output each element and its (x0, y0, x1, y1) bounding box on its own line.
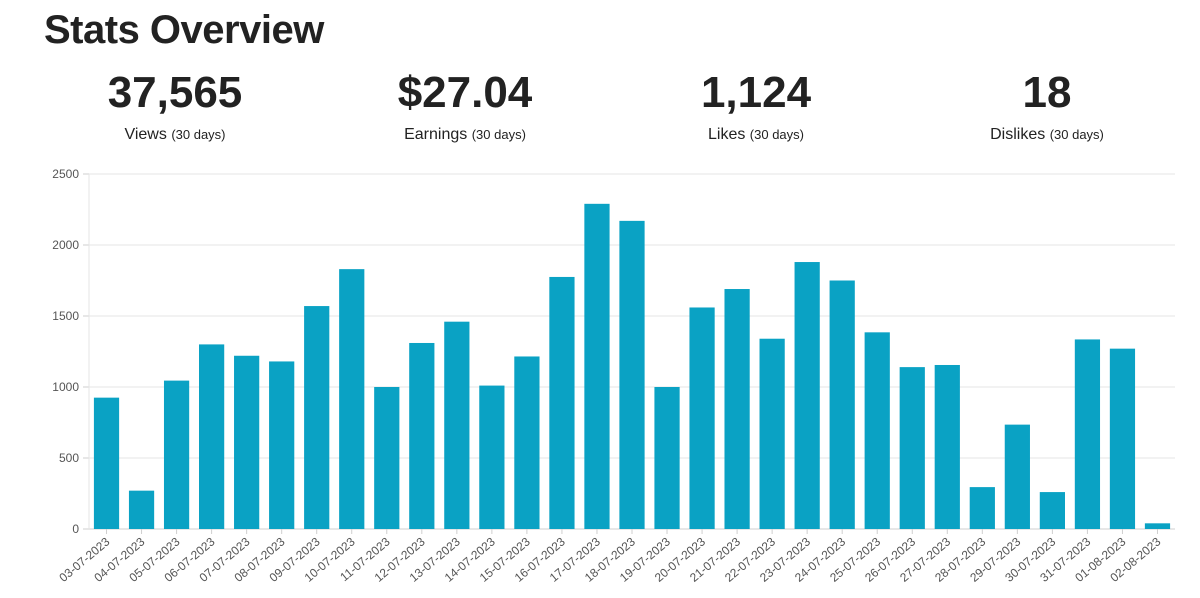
bar-27-07-2023 (934, 364, 960, 529)
stat-views: 37,565 Views (30 days) (45, 68, 305, 144)
bar-17-07-2023 (584, 203, 610, 529)
page-title: Stats Overview (44, 8, 324, 52)
bar-25-07-2023 (864, 332, 890, 529)
bar-07-07-2023 (234, 355, 260, 529)
bar-29-07-2023 (1004, 424, 1030, 529)
bar-01-08-2023 (1109, 348, 1136, 529)
stat-dislikes-value: 18 (1022, 68, 1072, 117)
bar-02-08-2023 (1144, 523, 1171, 529)
bar-21-07-2023 (724, 289, 750, 529)
bar-03-07-2023 (93, 397, 120, 529)
bar-19-07-2023 (654, 387, 680, 529)
stat-earnings: $27.04 Earnings (30 days) (335, 68, 595, 144)
bar-15-07-2023 (514, 356, 540, 529)
stat-dislikes: 18 Dislikes (30 days) (917, 68, 1177, 144)
stat-likes-value: 1,124 (700, 68, 812, 117)
bar-30-07-2023 (1039, 492, 1065, 529)
stat-earnings-label: Earnings (30 days) (335, 126, 595, 144)
bar-10-07-2023 (339, 269, 365, 529)
bar-04-07-2023 (128, 490, 155, 529)
stat-earnings-period: (30 days) (471, 127, 526, 142)
stat-views-label: Views (30 days) (45, 126, 305, 144)
y-tick-label: 1000 (52, 380, 79, 394)
bar-08-07-2023 (269, 361, 295, 529)
y-tick-label: 1500 (52, 309, 79, 323)
views-bar-chart: 0500100015002000250003-07-202304-07-2023… (52, 167, 1175, 585)
stat-dislikes-label-text: Dislikes (990, 126, 1046, 143)
y-tick-label: 2500 (52, 167, 79, 181)
y-tick-label: 500 (59, 451, 79, 465)
y-tick-label: 2000 (52, 238, 79, 252)
bar-05-07-2023 (163, 380, 190, 529)
stat-likes-label: Likes (30 days) (626, 126, 886, 144)
bar-20-07-2023 (689, 307, 715, 529)
bar-14-07-2023 (479, 385, 505, 529)
bar-18-07-2023 (619, 220, 645, 530)
bar-22-07-2023 (759, 338, 785, 529)
bar-11-07-2023 (374, 387, 400, 529)
bar-24-07-2023 (829, 280, 855, 529)
y-tick-label: 0 (72, 522, 79, 536)
bar-06-07-2023 (199, 344, 225, 529)
stat-earnings-value: $27.04 (397, 68, 533, 117)
bar-23-07-2023 (794, 262, 820, 529)
bar-09-07-2023 (304, 306, 330, 529)
stat-views-period: (30 days) (171, 127, 226, 142)
stat-likes-period: (30 days) (749, 127, 804, 142)
bar-12-07-2023 (409, 342, 435, 529)
stat-earnings-label-text: Earnings (404, 126, 468, 143)
bar-16-07-2023 (549, 276, 575, 529)
stat-likes-label-text: Likes (707, 126, 746, 143)
bar-28-07-2023 (969, 487, 995, 529)
bar-26-07-2023 (899, 367, 925, 529)
stat-dislikes-period: (30 days) (1049, 127, 1104, 142)
stat-likes: 1,124 Likes (30 days) (626, 68, 886, 144)
stat-dislikes-label: Dislikes (30 days) (917, 126, 1177, 144)
stat-views-value: 37,565 (107, 68, 243, 117)
bar-31-07-2023 (1074, 339, 1101, 529)
stat-views-label-text: Views (124, 126, 167, 143)
bar-13-07-2023 (444, 321, 470, 529)
